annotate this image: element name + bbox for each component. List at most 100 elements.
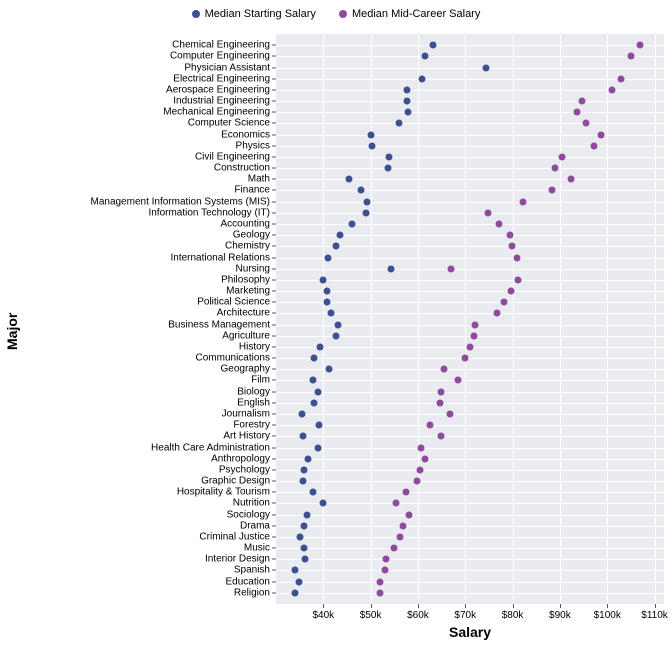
y-tick-label: Chemical Engineering xyxy=(172,40,270,51)
point-starting xyxy=(324,288,331,295)
point-starting xyxy=(305,455,312,462)
y-tick-label: Film xyxy=(251,375,270,386)
grid-horizontal xyxy=(276,56,664,57)
y-tick-mark xyxy=(272,346,276,347)
y-tick-label: Philosophy xyxy=(221,274,270,285)
y-tick-mark xyxy=(272,123,276,124)
y-tick-mark xyxy=(272,369,276,370)
y-tick-label: Nutrition xyxy=(233,498,270,509)
point-starting xyxy=(334,321,341,328)
point-midcareer xyxy=(501,299,508,306)
y-axis-title: Major xyxy=(4,313,20,350)
y-tick-label: Construction xyxy=(214,163,270,174)
y-tick-label: Business Management xyxy=(168,319,270,330)
y-tick-label: Information Technology (IT) xyxy=(148,207,270,218)
y-tick-mark xyxy=(272,391,276,392)
grid-horizontal xyxy=(276,123,664,124)
point-midcareer xyxy=(400,522,407,529)
x-tick-mark xyxy=(371,604,372,608)
x-tick-label: $40k xyxy=(312,610,334,621)
grid-horizontal xyxy=(276,448,664,449)
y-tick-mark xyxy=(272,268,276,269)
point-midcareer xyxy=(597,131,604,138)
point-starting xyxy=(309,489,316,496)
point-starting xyxy=(324,299,331,306)
point-midcareer xyxy=(548,187,555,194)
point-midcareer xyxy=(627,53,634,60)
x-tick-mark xyxy=(560,604,561,608)
y-tick-mark xyxy=(272,380,276,381)
legend-item-starting: Median Starting Salary xyxy=(192,8,316,20)
point-starting xyxy=(395,120,402,127)
point-starting xyxy=(314,388,321,395)
legend-label-midcareer: Median Mid-Career Salary xyxy=(352,8,480,20)
y-tick-label: Music xyxy=(244,543,270,554)
point-midcareer xyxy=(416,466,423,473)
y-tick-mark xyxy=(272,212,276,213)
y-tick-mark xyxy=(272,112,276,113)
grid-horizontal xyxy=(276,179,664,180)
grid-horizontal xyxy=(276,269,664,270)
grid-vertical xyxy=(513,34,514,604)
point-midcareer xyxy=(438,433,445,440)
y-tick-label: Anthropology xyxy=(211,453,270,464)
point-midcareer xyxy=(484,209,491,216)
y-tick-label: Graphic Design xyxy=(201,476,270,487)
point-starting xyxy=(363,209,370,216)
legend-dot-starting xyxy=(192,10,200,18)
plot-area: $40k$50k$60k$70k$80k$90k$100k$110kChemic… xyxy=(276,34,664,604)
y-tick-mark xyxy=(272,492,276,493)
y-tick-mark xyxy=(272,458,276,459)
y-tick-mark xyxy=(272,67,276,68)
point-starting xyxy=(310,399,317,406)
point-midcareer xyxy=(591,142,598,149)
y-tick-label: Religion xyxy=(234,587,270,598)
y-tick-mark xyxy=(272,514,276,515)
point-midcareer xyxy=(471,332,478,339)
y-tick-mark xyxy=(272,592,276,593)
point-midcareer xyxy=(377,578,384,585)
grid-horizontal xyxy=(276,403,664,404)
y-tick-label: Physician Assistant xyxy=(184,62,270,73)
point-starting xyxy=(291,567,298,574)
grid-horizontal xyxy=(276,593,664,594)
point-starting xyxy=(296,533,303,540)
grid-horizontal xyxy=(276,414,664,415)
point-midcareer xyxy=(520,198,527,205)
point-midcareer xyxy=(637,42,644,49)
y-tick-label: Industrial Engineering xyxy=(173,96,270,107)
point-starting xyxy=(300,466,307,473)
y-tick-label: Communications xyxy=(196,353,270,364)
point-midcareer xyxy=(515,276,522,283)
y-tick-mark xyxy=(272,246,276,247)
y-tick-mark xyxy=(272,302,276,303)
legend-label-starting: Median Starting Salary xyxy=(205,8,316,20)
grid-vertical xyxy=(418,34,419,604)
legend-dot-midcareer xyxy=(339,10,347,18)
x-tick-label: $110k xyxy=(641,610,668,621)
grid-horizontal xyxy=(276,470,664,471)
grid-horizontal xyxy=(276,213,664,214)
grid-horizontal xyxy=(276,503,664,504)
y-tick-mark xyxy=(272,168,276,169)
y-tick-label: Physics xyxy=(236,140,270,151)
x-tick-mark xyxy=(323,604,324,608)
grid-horizontal xyxy=(276,570,664,571)
grid-horizontal xyxy=(276,157,664,158)
y-tick-label: Health Care Administration xyxy=(151,442,270,453)
point-starting xyxy=(419,75,426,82)
point-starting xyxy=(292,589,299,596)
y-tick-label: Computer Engineering xyxy=(170,51,270,62)
point-starting xyxy=(332,243,339,250)
y-tick-mark xyxy=(272,101,276,102)
point-starting xyxy=(299,411,306,418)
point-starting xyxy=(314,444,321,451)
y-tick-label: Forestry xyxy=(233,420,270,431)
y-tick-mark xyxy=(272,257,276,258)
grid-vertical xyxy=(371,34,372,604)
point-midcareer xyxy=(427,422,434,429)
grid-horizontal xyxy=(276,392,664,393)
y-tick-mark xyxy=(272,179,276,180)
y-tick-mark xyxy=(272,425,276,426)
y-tick-label: Psychology xyxy=(219,464,270,475)
